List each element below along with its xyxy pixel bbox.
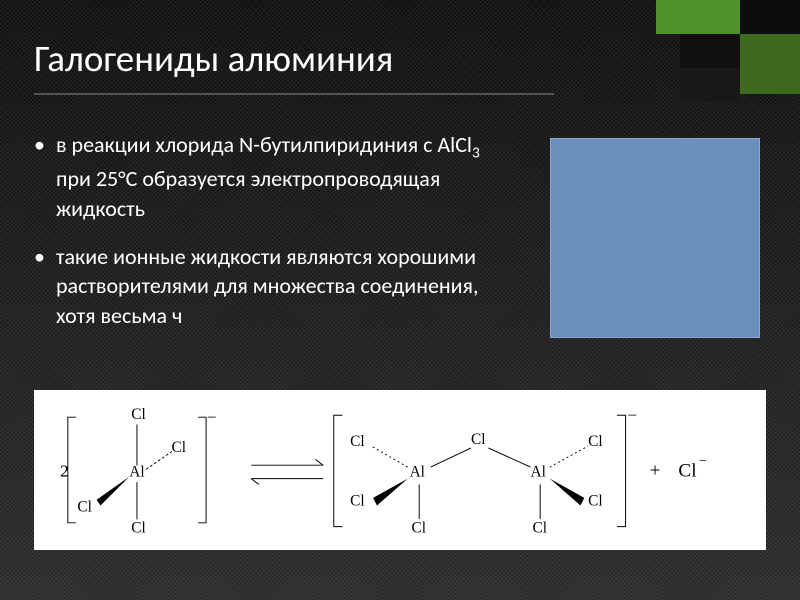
svg-text:Al: Al: [410, 464, 425, 481]
svg-text:Cl: Cl: [532, 519, 547, 536]
svg-text:Cl: Cl: [131, 406, 146, 423]
svg-text:Cl: Cl: [588, 493, 603, 510]
bullet-1-pre: в реакции хлорида N-бутилпиридиния с AlC…: [56, 131, 472, 158]
svg-text:Al: Al: [531, 464, 546, 481]
svg-text:Cl: Cl: [350, 493, 365, 510]
chemical-equation-panel: 2 Al Cl Cl Cl: [34, 390, 766, 550]
svg-text:–: –: [699, 451, 707, 466]
svg-text:Cl: Cl: [172, 439, 187, 456]
svg-text:Cl: Cl: [471, 431, 486, 448]
svg-text:Cl: Cl: [131, 519, 146, 536]
bullet-1-sub: 3: [472, 143, 480, 162]
chemical-equation-svg: 2 Al Cl Cl Cl: [46, 398, 754, 542]
svg-text:Cl: Cl: [678, 461, 696, 482]
bullet-2-text: такие ионные жидкости являются хорошими …: [56, 243, 478, 329]
bullet-1: в реакции хлорида N-бутилпиридиния с AlC…: [34, 130, 494, 224]
svg-text:+: +: [650, 461, 661, 482]
svg-text:Cl: Cl: [588, 433, 603, 450]
svg-text:Cl: Cl: [412, 519, 427, 536]
svg-text:–: –: [627, 406, 636, 423]
bullet-2: такие ионные жидкости являются хорошими …: [34, 242, 494, 331]
slide: Галогениды алюминия в реакции хлорида N-…: [0, 0, 800, 600]
svg-text:Cl: Cl: [350, 433, 365, 450]
bullet-1-post: при 25°С образуется электропроводящая жи…: [56, 165, 440, 222]
side-image-placeholder: [550, 138, 760, 338]
svg-text:Al: Al: [129, 464, 144, 481]
bullet-list: в реакции хлорида N-бутилпиридиния с AlC…: [34, 130, 494, 349]
slide-title: Галогениды алюминия: [34, 36, 554, 81]
svg-text:Cl: Cl: [77, 498, 92, 515]
svg-text:–: –: [207, 408, 216, 425]
title-block: Галогениды алюминия: [34, 36, 554, 95]
corner-decoration: [600, 0, 800, 110]
